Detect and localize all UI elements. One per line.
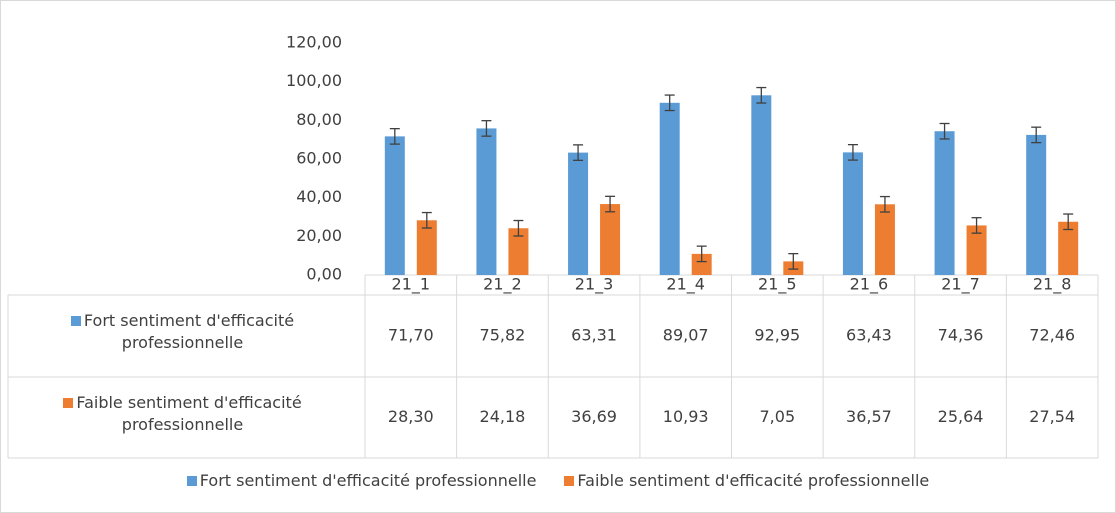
- table-value: 27,54: [1029, 407, 1075, 426]
- bar: [508, 228, 529, 275]
- error-bar: [847, 143, 858, 161]
- row-header: Faible sentiment d'efficacité profession…: [12, 392, 353, 436]
- y-tick-label: 60,00: [296, 149, 342, 168]
- bar: [842, 152, 863, 275]
- error-bar: [756, 86, 767, 104]
- legend-item: Fort sentiment d'efficacité professionne…: [186, 471, 537, 490]
- error-bar: [879, 195, 890, 213]
- y-tick-label: 40,00: [296, 187, 342, 206]
- error-bar: [939, 122, 950, 140]
- bar: [416, 220, 437, 275]
- table-value: 24,18: [480, 407, 526, 426]
- legend-key: [186, 476, 197, 486]
- bar: [476, 128, 497, 275]
- row-header-label: Faible sentiment d'efficacité profession…: [76, 393, 302, 434]
- bar: [874, 204, 895, 275]
- y-tick-label: 0,00: [306, 265, 342, 284]
- legend-key: [63, 398, 74, 408]
- legend-key: [70, 316, 81, 326]
- error-bar: [971, 217, 982, 234]
- legend-item: Faible sentiment d'efficacité profession…: [564, 471, 929, 490]
- row-header-label: Fort sentiment d'efficacité professionne…: [83, 311, 295, 352]
- x-tick-label: 21_3: [575, 275, 614, 295]
- x-tick-label: 21_1: [392, 275, 431, 295]
- bar: [691, 253, 712, 275]
- error-bar: [389, 127, 400, 145]
- error-bar: [788, 252, 799, 270]
- x-tick-label: 21_6: [850, 275, 889, 295]
- legend-key: [564, 476, 575, 486]
- y-tick-label: 20,00: [296, 226, 342, 245]
- x-tick-label: 21_7: [941, 275, 980, 295]
- x-tick-label: 21_4: [666, 275, 705, 295]
- bar: [600, 204, 621, 275]
- bar: [751, 95, 772, 276]
- table-value: 28,30: [388, 407, 434, 426]
- table-value: 72,46: [1029, 326, 1075, 345]
- error-bar: [1063, 213, 1074, 231]
- table-value: 36,57: [846, 407, 892, 426]
- table-value: 7,05: [760, 407, 796, 426]
- table-value: 75,82: [480, 326, 526, 345]
- bar: [384, 136, 405, 275]
- x-tick-label: 21_5: [758, 275, 797, 295]
- y-tick-label: 80,00: [296, 110, 342, 129]
- error-bar: [481, 120, 492, 137]
- table-value: 71,70: [388, 326, 434, 345]
- table-value: 10,93: [663, 407, 709, 426]
- y-tick-label: 100,00: [286, 71, 342, 90]
- legend: Fort sentiment d'efficacité professionne…: [0, 471, 1116, 490]
- error-bar: [696, 245, 707, 263]
- bar: [1026, 134, 1047, 275]
- error-bar: [605, 195, 616, 213]
- bar: [659, 102, 680, 275]
- error-bar: [1031, 126, 1042, 144]
- table-value: 36,69: [571, 407, 617, 426]
- error-bar: [513, 219, 524, 237]
- y-tick-label: 120,00: [286, 33, 342, 52]
- error-bar: [664, 94, 675, 112]
- error-bar: [421, 211, 432, 229]
- legend-label: Fort sentiment d'efficacité professionne…: [199, 471, 537, 490]
- table-value: 89,07: [663, 326, 709, 345]
- x-tick-label: 21_2: [483, 275, 522, 295]
- bar: [568, 152, 589, 275]
- table-value: 74,36: [938, 326, 984, 345]
- bar: [966, 225, 987, 275]
- table-value: 92,95: [754, 326, 800, 345]
- legend-label: Faible sentiment d'efficacité profession…: [577, 471, 930, 490]
- bar: [1058, 221, 1079, 275]
- table-value: 63,43: [846, 326, 892, 345]
- table-value: 25,64: [938, 407, 984, 426]
- error-bar: [573, 144, 584, 161]
- row-header: Fort sentiment d'efficacité professionne…: [12, 310, 353, 354]
- table-value: 63,31: [571, 326, 617, 345]
- bar: [934, 131, 955, 275]
- x-tick-label: 21_8: [1033, 275, 1072, 295]
